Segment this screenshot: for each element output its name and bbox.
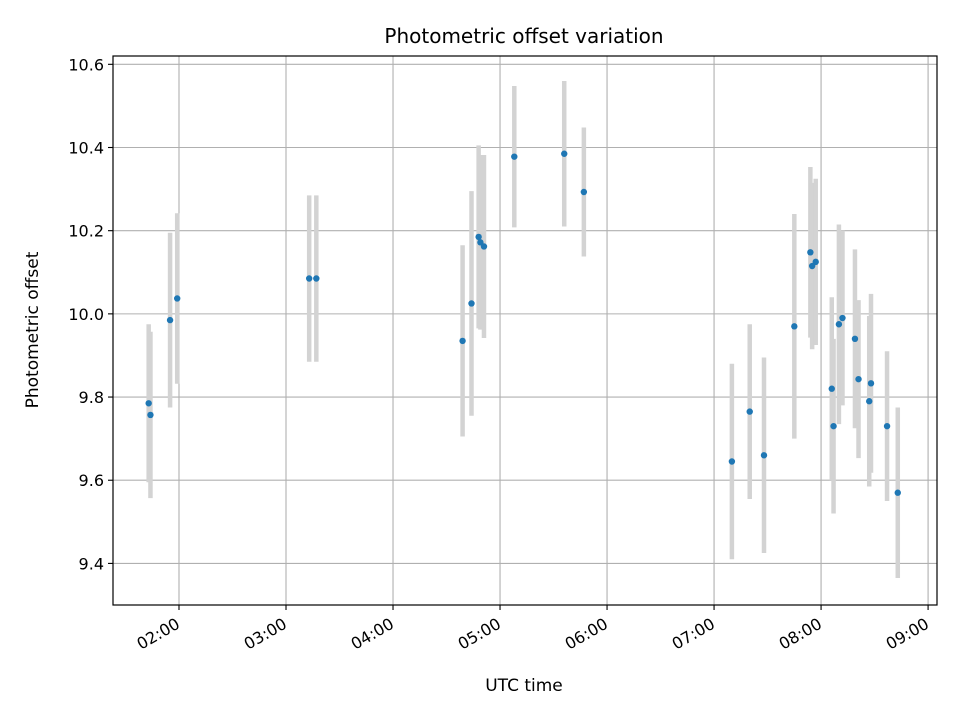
data-point [835,321,843,328]
data-point [475,233,482,241]
error-bars [146,80,901,578]
data-point [174,295,181,302]
plot-frame [112,55,938,606]
x-tick-label: 06:00 [562,614,611,654]
x-tick-label: 07:00 [669,614,718,654]
x-axis-ticks: 02:00 03:00 04:00 05:00 06:00 07:00 08:00 09:00 [134,605,932,654]
data-point [305,275,313,282]
data-point [807,249,814,256]
data-point [480,243,488,250]
y-tick-label: 10.0 [68,305,104,324]
x-tick-label: 08:00 [776,614,825,654]
grid-lines [113,56,937,605]
data-point [746,408,753,415]
data-point [791,323,798,330]
data-points [145,150,901,496]
data-point [145,400,152,407]
data-point [830,422,837,430]
data-point [855,375,862,383]
y-tick-label: 10.2 [68,222,104,241]
x-tick-label: 05:00 [455,614,504,654]
data-point [459,337,466,345]
data-point [867,380,875,387]
data-point [883,422,891,430]
data-point [580,188,588,196]
data-point [313,275,320,282]
y-tick-label: 9.6 [79,471,104,490]
chart-title: Photometric offset variation [384,24,663,48]
data-point [808,262,816,270]
x-tick-label: 09:00 [883,614,932,654]
data-point [851,335,859,343]
data-point [760,452,768,459]
x-tick-label: 02:00 [134,614,183,654]
y-tick-label: 9.8 [79,388,104,407]
y-tick-label: 9.4 [79,554,104,573]
data-point [468,300,475,307]
x-axis-label: UTC time [485,676,563,696]
data-point [894,489,901,496]
x-tick-label: 04:00 [348,614,397,654]
data-point [812,258,819,266]
data-point [166,316,174,324]
data-point [828,385,835,392]
data-point [561,150,568,157]
data-point [839,314,846,322]
y-tick-label: 10.4 [68,139,104,158]
y-tick-label: 10.6 [68,55,104,74]
x-tick-label: 03:00 [241,614,290,654]
y-axis-ticks: 9.4 9.6 9.8 10.0 10.2 10.4 10.6 [68,55,113,573]
y-axis-label: Photometric offset [23,251,43,408]
data-point [728,458,736,465]
data-point [147,411,154,419]
data-point [511,153,518,160]
data-point [477,239,484,246]
data-point [866,398,873,405]
